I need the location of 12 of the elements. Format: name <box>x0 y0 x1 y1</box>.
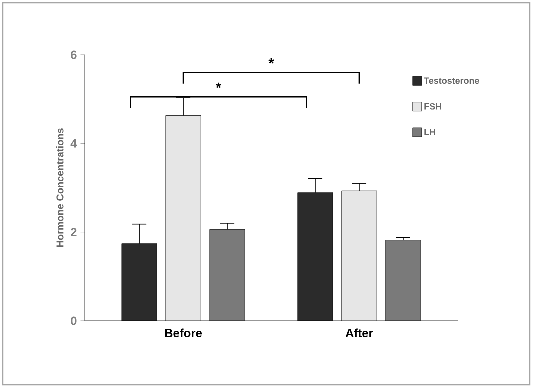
y-tick-label: 0 <box>71 316 77 326</box>
annotation: * <box>216 82 222 88</box>
x-tick-label: Before <box>165 328 202 338</box>
y-tick-label: 2 <box>71 228 77 237</box>
y-tick-label: 4 <box>70 140 78 148</box>
annotation: * <box>268 58 274 64</box>
x-tick-label: After <box>346 328 374 338</box>
legend-label: Testosterone <box>424 78 480 84</box>
legend-label: LH <box>424 129 436 136</box>
y-tick-label: 6 <box>71 50 77 60</box>
y-axis-title: Hormone Concentrations <box>56 128 64 248</box>
legend-label: FSH <box>424 103 442 110</box>
